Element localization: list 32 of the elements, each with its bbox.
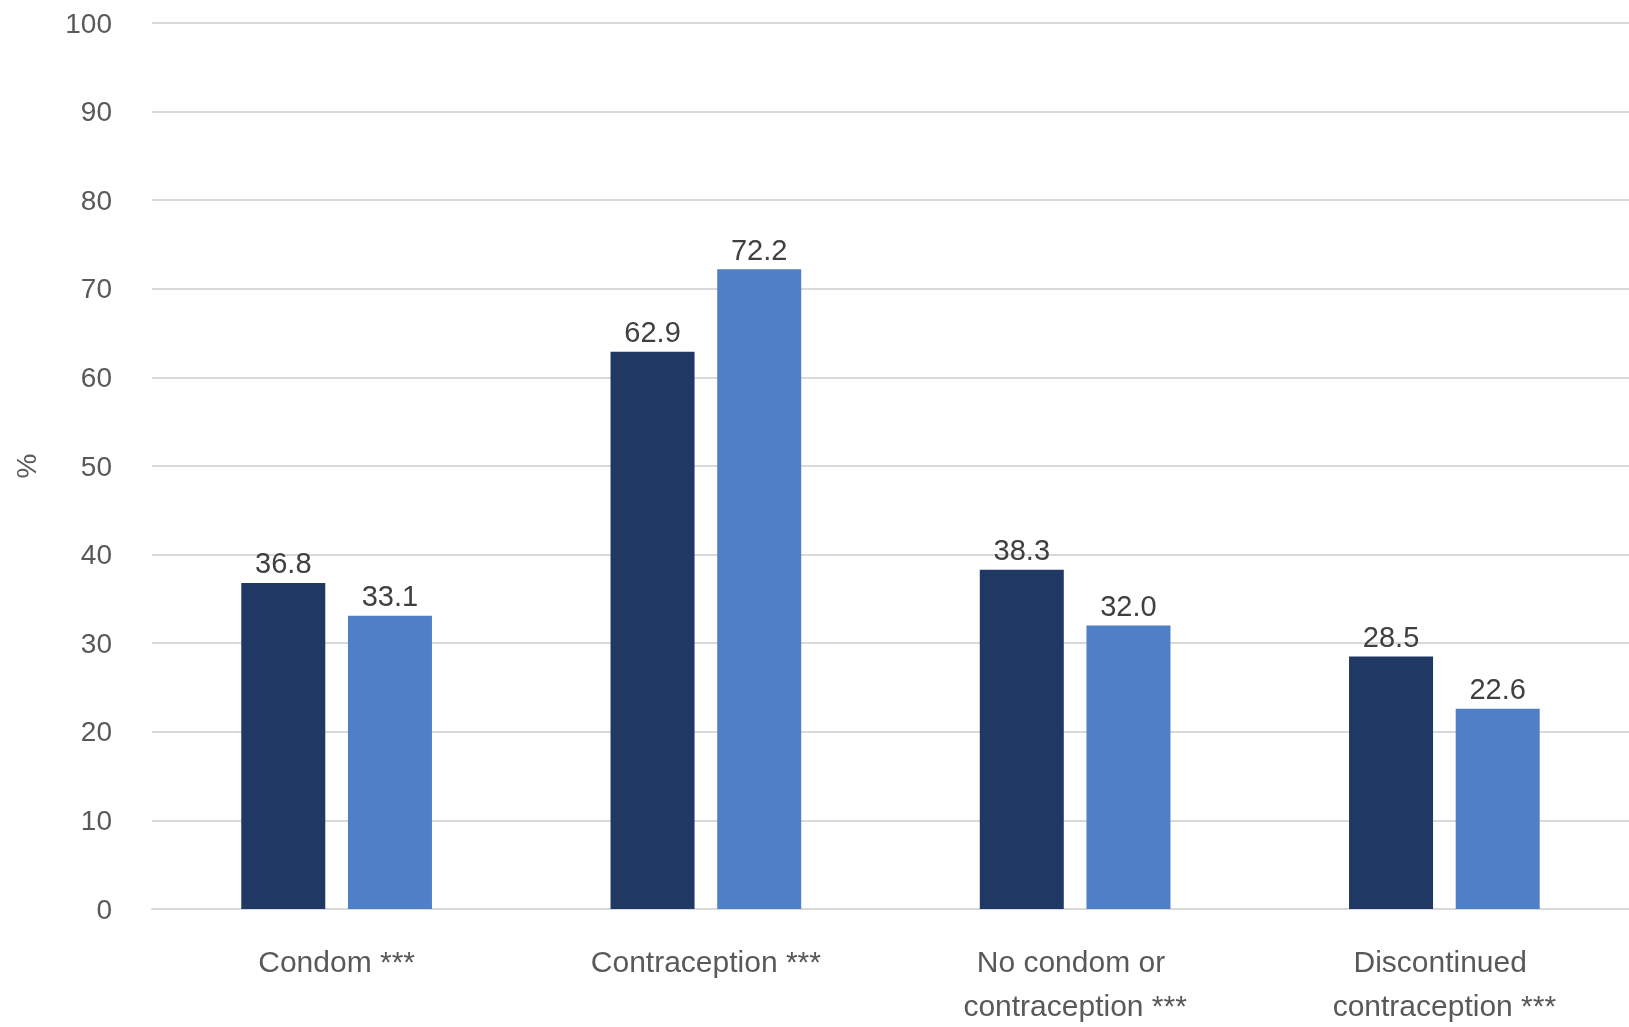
- bar: [241, 582, 326, 909]
- y-tick-label: 50: [80, 450, 112, 482]
- y-tick-label: 80: [80, 184, 112, 216]
- y-tick-label: 100: [65, 7, 112, 39]
- data-label: 38.3: [993, 534, 1051, 567]
- y-tick-label: 90: [80, 96, 112, 128]
- bar: [1086, 625, 1171, 909]
- x-tick-label: Contraception ***: [590, 944, 822, 978]
- y-tick-label: 0: [96, 893, 112, 925]
- y-tick-label: 60: [80, 361, 112, 393]
- data-label: 28.5: [1362, 620, 1420, 653]
- data-label: 32.0: [1100, 589, 1157, 622]
- data-label: 36.8: [255, 547, 312, 580]
- bar: [1455, 708, 1540, 909]
- bar: [979, 569, 1064, 909]
- y-tick-label: 40: [80, 539, 112, 571]
- x-tick-label: Condom ***: [258, 944, 416, 978]
- x-tick-label: No condom or contraception ***: [963, 944, 1188, 1022]
- bar: [717, 269, 802, 909]
- y-tick-label: 70: [80, 273, 112, 305]
- y-tick-label: 30: [80, 627, 112, 659]
- y-axis-title: %: [10, 453, 42, 479]
- data-label: 72.2: [730, 233, 788, 266]
- data-label: 22.6: [1469, 673, 1526, 706]
- bar: [610, 351, 695, 909]
- y-tick-label: 10: [80, 804, 112, 836]
- bar: [1349, 656, 1434, 909]
- y-tick-label: 20: [80, 716, 112, 748]
- data-label: 62.9: [624, 316, 681, 349]
- data-label: 33.1: [361, 580, 419, 613]
- bar: [347, 615, 432, 909]
- x-tick-label: Discontinued contraception ***: [1332, 944, 1557, 1022]
